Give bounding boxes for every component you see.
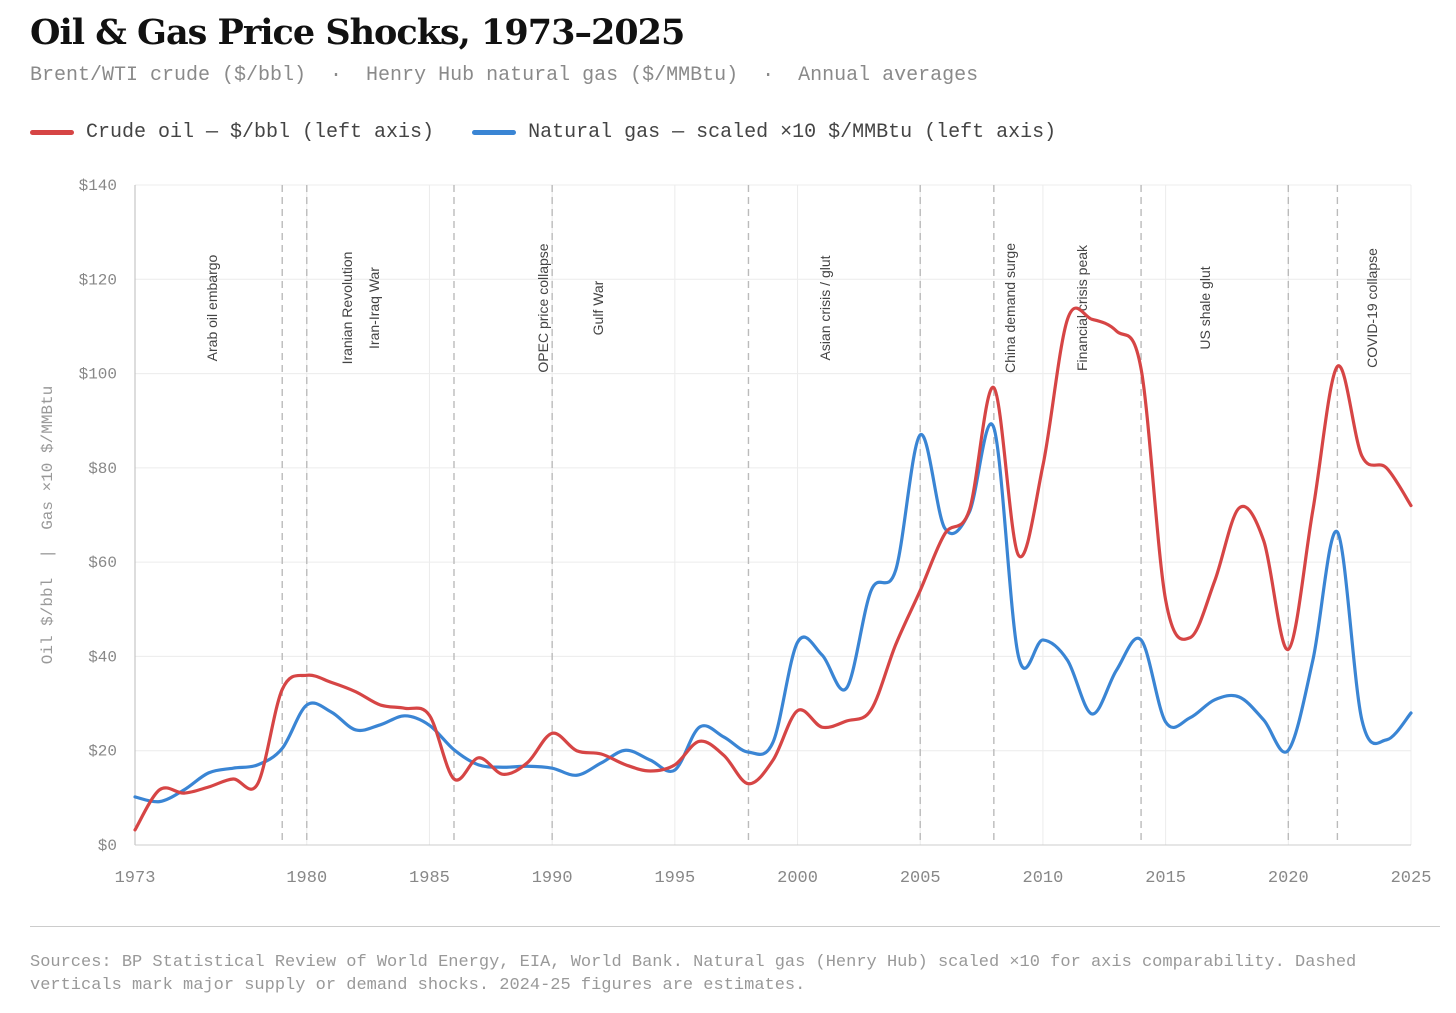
chart-title: Oil & Gas Price Shocks, 1973–2025	[30, 12, 685, 53]
x-tick-label: 2000	[777, 869, 818, 888]
event-label: US shale glut	[1197, 266, 1213, 349]
chart-subtitle: Brent/WTI crude ($/bbl) · Henry Hub natu…	[30, 64, 979, 87]
y-tick-label: $140	[79, 177, 117, 195]
legend-swatch-gas	[472, 130, 517, 135]
x-tick-label: 2010	[1023, 869, 1064, 888]
chart-area: $0 $20 $40 $60 $80 $100 $120 $140 1973 1980 1985 19…	[39, 177, 1432, 888]
event-label: Gulf War	[590, 280, 606, 335]
gas-price-line	[133, 422, 1413, 804]
legend-item-oil: Crude oil — $/bbl (left axis)	[30, 121, 434, 144]
footer-divider	[30, 926, 1440, 927]
event-label: Iran-Iraq War	[366, 267, 382, 349]
x-tick-label: 2020	[1268, 869, 1309, 888]
x-tick-label: 2005	[900, 869, 941, 888]
event-label: Financial crisis peak	[1074, 244, 1090, 371]
x-tick-label: 1980	[286, 869, 327, 888]
y-tick-label: $20	[88, 743, 117, 761]
y-tick-label: $0	[98, 837, 117, 855]
event-label: COVID-19 collapse	[1364, 248, 1380, 368]
event-label: Asian crisis / glut	[817, 255, 833, 360]
y-tick-label: $80	[88, 460, 117, 478]
legend-label-oil: Crude oil — $/bbl (left axis)	[86, 121, 435, 144]
x-tick-label: 1990	[532, 869, 573, 888]
legend-label-gas: Natural gas — scaled ×10 $/MMBtu (left a…	[528, 121, 1057, 144]
x-tick-label: 2015	[1145, 869, 1186, 888]
legend: Crude oil — $/bbl (left axis) Natural ga…	[30, 121, 1056, 144]
oil-price-line	[133, 306, 1413, 832]
y-tick-label: $60	[88, 554, 117, 572]
x-tick-label: 2025	[1391, 869, 1432, 888]
x-tick-label: 1995	[654, 869, 695, 888]
y-axis-title: Oil $/bbl | Gas ×10 $/MMBtu	[39, 386, 57, 664]
x-tick-label: 1985	[409, 869, 450, 888]
event-label: OPEC price collapse	[535, 243, 551, 372]
y-tick-label: $120	[79, 271, 117, 289]
legend-swatch-oil	[30, 130, 74, 135]
sources-note: Sources: BP Statistical Review of World …	[30, 953, 1357, 995]
legend-item-gas: Natural gas — scaled ×10 $/MMBtu (left a…	[472, 121, 1056, 144]
x-tick-label: 1973	[115, 869, 156, 888]
event-label: Iranian Revolution	[339, 252, 355, 365]
event-label: China demand surge	[1002, 243, 1018, 373]
y-tick-label: $40	[88, 648, 117, 666]
y-tick-label: $100	[79, 366, 117, 384]
event-label: Arab oil embargo	[204, 254, 220, 361]
